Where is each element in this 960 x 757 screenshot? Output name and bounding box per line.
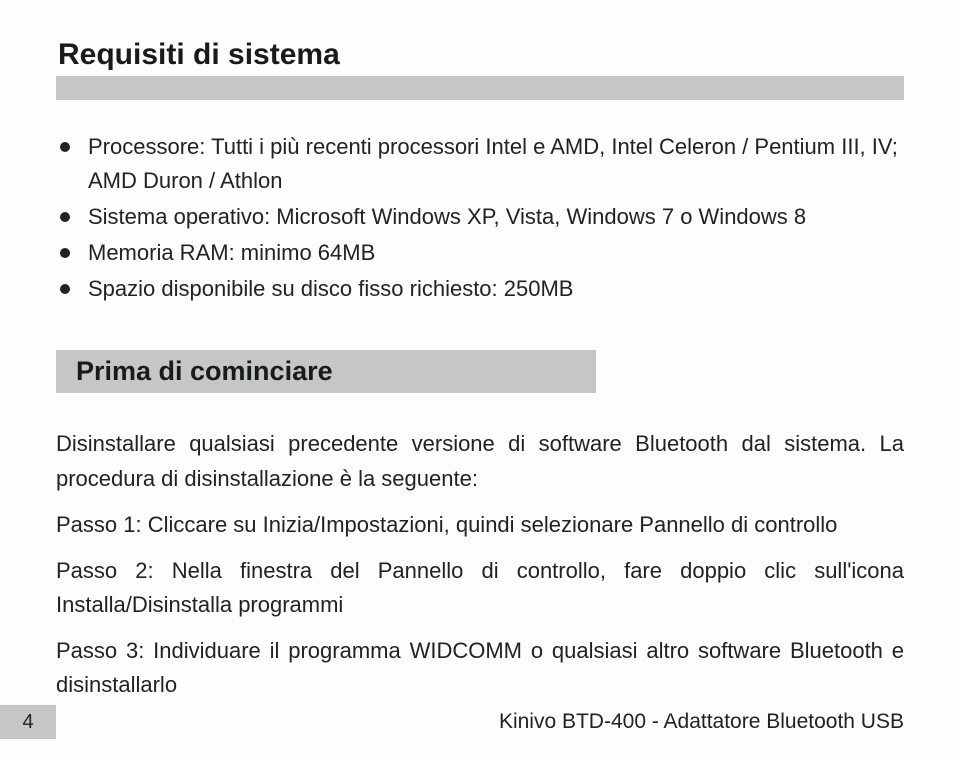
step-paragraph: Passo 1: Cliccare su Inizia/Impostazioni…: [56, 508, 904, 542]
list-item: Sistema operativo: Microsoft Windows XP,…: [88, 200, 904, 234]
section-heading-bar: Prima di cominciare: [56, 350, 596, 393]
step-paragraph: Passo 3: Individuare il programma WIDCOM…: [56, 634, 904, 702]
list-item: Memoria RAM: minimo 64MB: [88, 236, 904, 270]
intro-paragraph: Disinstallare qualsiasi precedente versi…: [56, 427, 904, 495]
page-number: 4: [0, 705, 56, 739]
footer-doc-title: Kinivo BTD-400 - Adattatore Bluetooth US…: [499, 710, 904, 734]
heading-underline: [56, 76, 904, 100]
section-heading-requisiti: Requisiti di sistema: [56, 38, 904, 72]
step-paragraph: Passo 2: Nella finestra del Pannello di …: [56, 554, 904, 622]
list-item: Processore: Tutti i più recenti processo…: [88, 130, 904, 198]
list-item: Spazio disponibile su disco fisso richie…: [88, 272, 904, 306]
page-footer: 4 Kinivo BTD-400 - Adattatore Bluetooth …: [0, 705, 960, 739]
section-heading-prima: Prima di cominciare: [76, 356, 576, 387]
requirements-list: Processore: Tutti i più recenti processo…: [56, 130, 904, 306]
